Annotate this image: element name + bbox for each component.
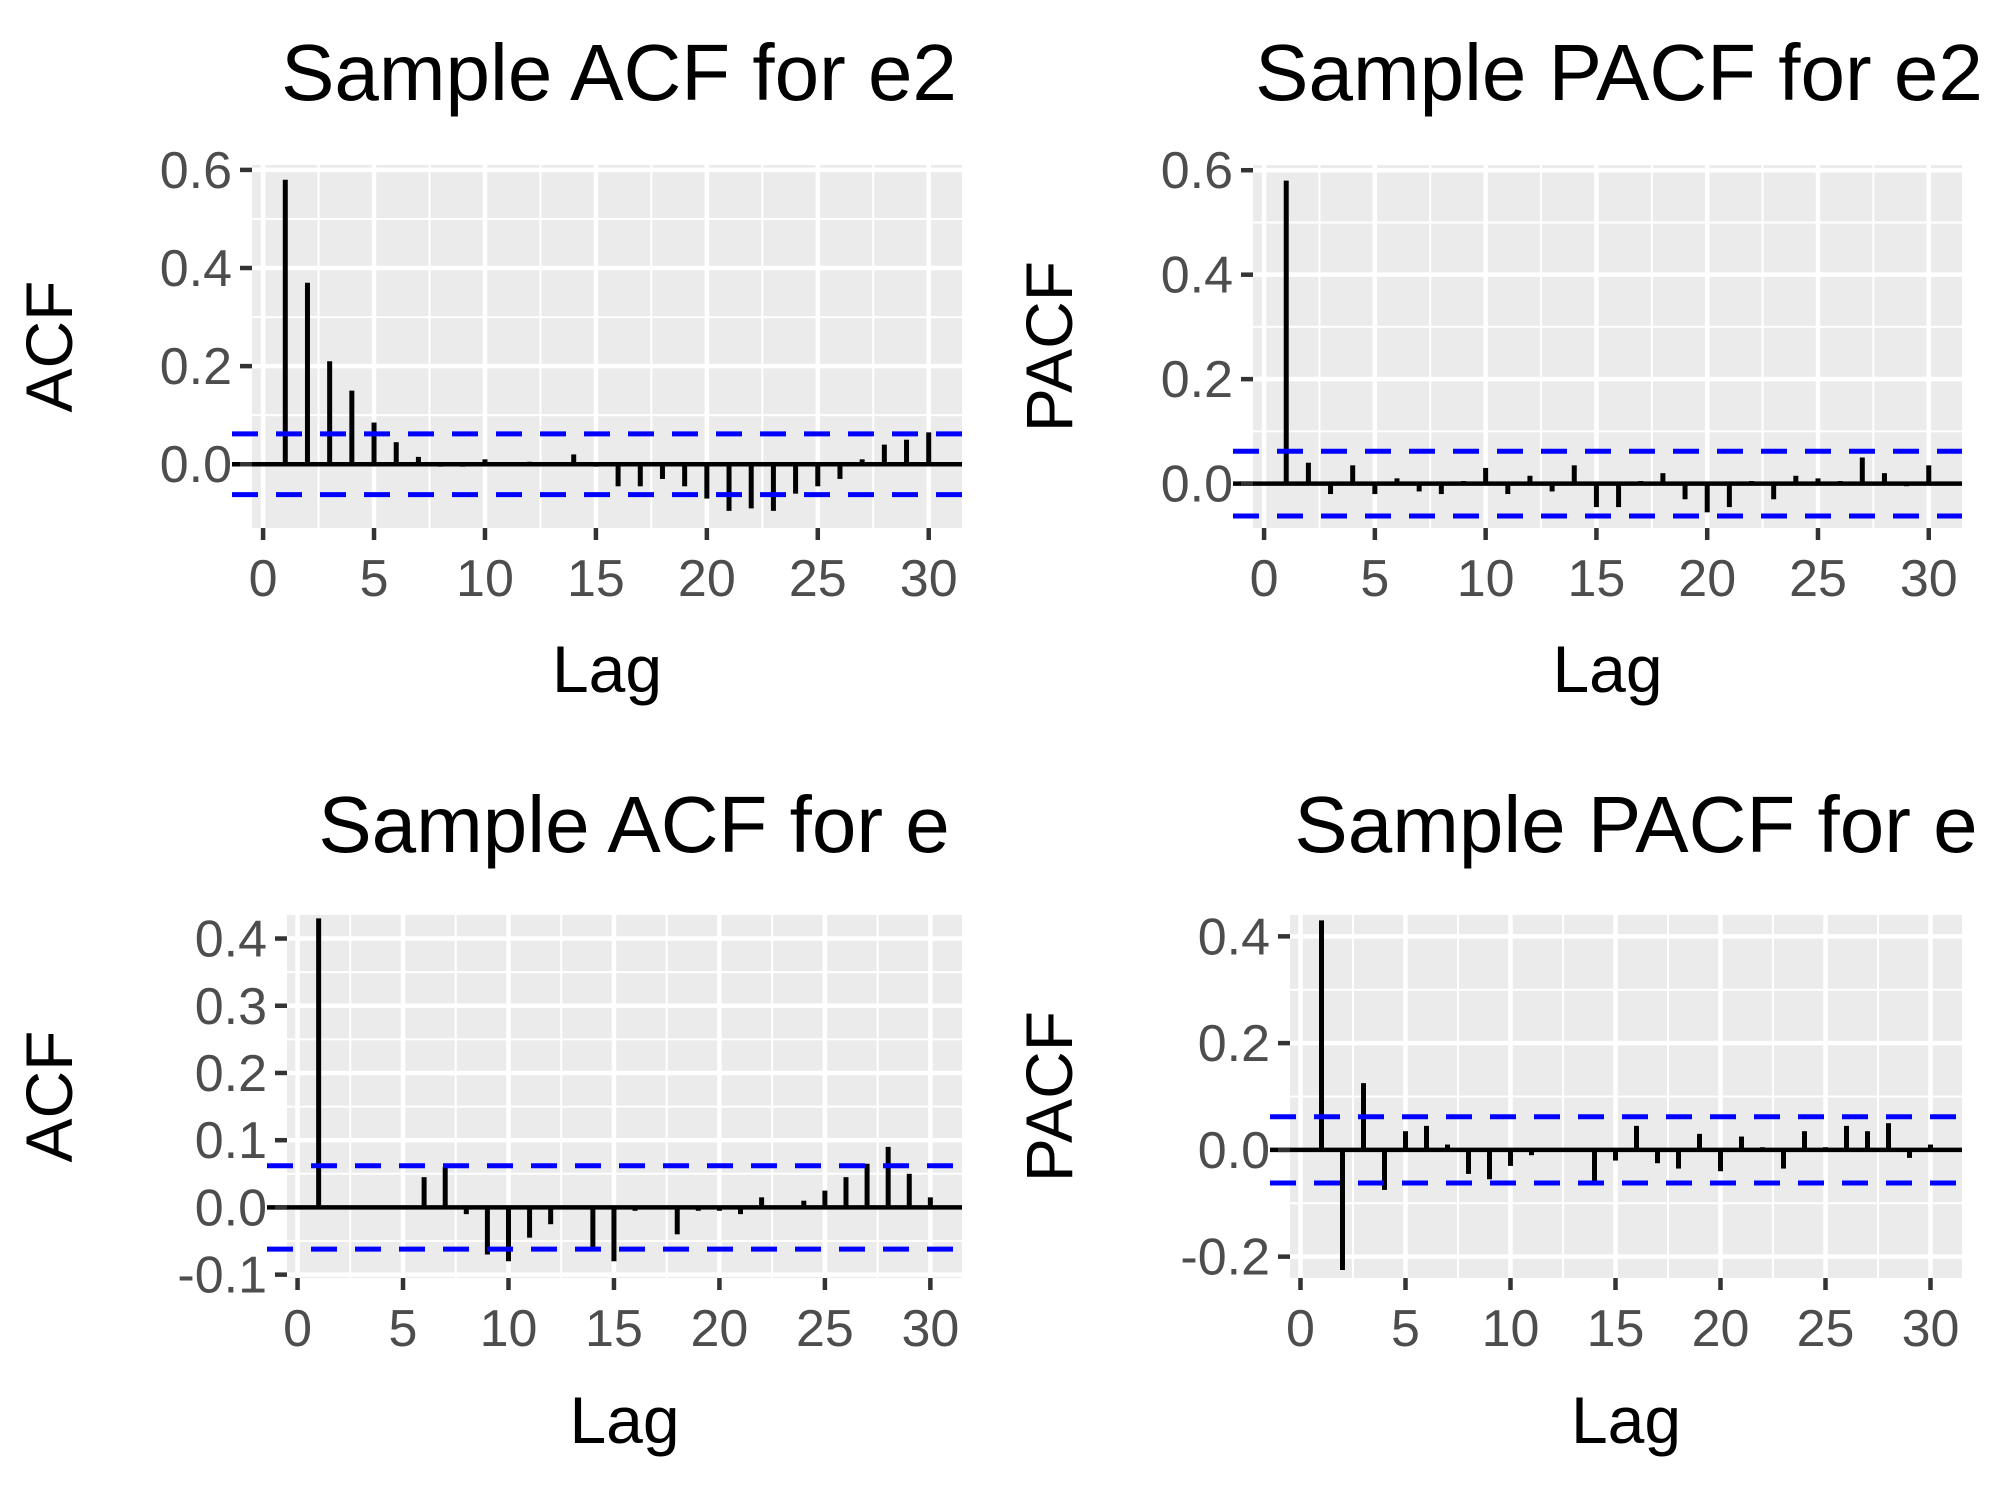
y-tick-label: 0.4 [160,240,232,298]
y-tick-label: 0.3 [195,978,267,1036]
x-tick-label: 25 [1789,550,1847,608]
x-tick-label: 30 [1902,1300,1960,1358]
x-tick-label: 10 [1457,550,1515,608]
x-tick-label: 5 [1360,550,1389,608]
x-tick-label: 5 [1391,1300,1420,1358]
y-tick-label: 0.0 [160,436,232,494]
x-tick-label: 20 [691,1300,749,1358]
x-axis-label: Lag [1571,1383,1681,1457]
x-tick-label: 20 [1678,550,1736,608]
chart-title: Sample PACF for e2 [1255,28,1983,117]
x-tick-label: 25 [796,1300,854,1358]
y-tick-label: 0.6 [1161,142,1233,200]
x-tick-label: 30 [901,1300,959,1358]
panel-background [1253,165,1962,528]
x-tick-label: 0 [249,550,278,608]
y-tick-label: 0.2 [1161,351,1233,409]
x-tick-label: 20 [1692,1300,1750,1358]
y-axis-label: PACF [1012,1011,1086,1182]
chart-title: Sample PACF for e [1294,780,1977,869]
x-axis-label: Lag [552,632,662,706]
y-axis-label: ACF [12,281,86,413]
x-tick-label: 0 [1286,1300,1315,1358]
x-tick-label: 0 [1250,550,1279,608]
pacf-e-panel: -0.2 0.0 0.2 0.4 0 5 10 15 20 25 30 Lag PACF Sample P… [1012,780,1978,1457]
y-tick-label: -0.2 [1180,1229,1270,1287]
x-tick-label: 15 [567,550,625,608]
y-tick-label: 0.0 [1198,1122,1270,1180]
x-tick-label: 25 [1797,1300,1855,1358]
x-tick-label: 10 [1482,1300,1540,1358]
chart-title: Sample ACF for e [318,780,949,869]
panel-background [287,915,962,1278]
x-tick-label: 30 [1900,550,1958,608]
chart-title: Sample ACF for e2 [281,28,957,117]
y-tick-label: 0.6 [160,142,232,200]
x-tick-label: 25 [789,550,847,608]
y-tick-label: -0.1 [177,1247,267,1305]
acf-e-panel: -0.1 0.0 0.1 0.2 0.3 0.4 0 5 10 15 20 25 30 Lag ACF Sam… [12,780,962,1457]
x-tick-label: 15 [585,1300,643,1358]
x-tick-label: 0 [283,1300,312,1358]
x-tick-label: 15 [1568,550,1626,608]
panel-background [252,165,962,528]
y-tick-label: 0.0 [195,1179,267,1237]
y-tick-label: 0.2 [195,1045,267,1103]
x-tick-label: 15 [1587,1300,1645,1358]
y-tick-label: 0.1 [195,1112,267,1170]
x-axis-label: Lag [569,1383,679,1457]
x-tick-label: 5 [360,550,389,608]
x-tick-label: 10 [480,1300,538,1358]
x-tick-label: 20 [678,550,736,608]
x-axis-label: Lag [1552,632,1662,706]
y-axis-label: PACF [1012,261,1086,432]
x-tick-label: 5 [389,1300,418,1358]
y-tick-label: 0.4 [195,911,267,969]
y-tick-label: 0.2 [1198,1015,1270,1073]
y-tick-label: 0.0 [1161,456,1233,514]
y-tick-label: 0.4 [1198,908,1270,966]
y-axis-label: ACF [12,1031,86,1163]
x-tick-label: 10 [456,550,514,608]
x-tick-label: 30 [900,550,958,608]
pacf-e2-panel: 0.0 0.2 0.4 0.6 0 5 10 15 20 25 30 Lag PACF Sample PA… [1012,28,1983,706]
y-tick-label: 0.2 [160,338,232,396]
acf-e2-panel: 0.0 0.2 0.4 0.6 0 5 10 15 20 25 30 Lag ACF Sample ACF… [12,28,962,706]
y-tick-label: 0.4 [1161,247,1233,305]
